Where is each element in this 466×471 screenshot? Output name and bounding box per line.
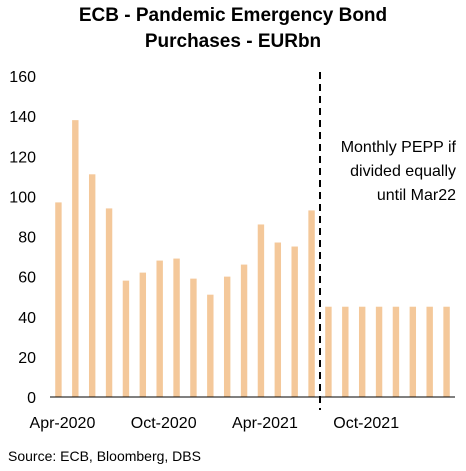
bar-jun-2021 <box>291 246 298 397</box>
bar-oct-2021 <box>358 306 366 397</box>
bar-jun-2020 <box>88 174 96 397</box>
bar-may-2021 <box>274 242 282 397</box>
bar-jan-2021 <box>207 294 214 397</box>
chart-title-line-2: Purchases - EURbn <box>144 31 322 52</box>
bar-dec-2021 <box>392 306 400 397</box>
y-tick-label: 140 <box>9 109 36 126</box>
annotation-line: until Mar22 <box>377 187 456 204</box>
y-tick-label: 20 <box>18 350 36 367</box>
x-tick-label: Apr-2020 <box>30 415 96 432</box>
bar-aug-2020 <box>122 280 130 397</box>
bar-feb-2021 <box>223 276 231 398</box>
chart-title-line-1: ECB - Pandemic Emergency Bond <box>78 5 388 26</box>
bar-apr-2021 <box>257 224 265 397</box>
bar-mar-2022 <box>443 306 450 397</box>
source-note: Source: ECB, Bloomberg, DBS <box>8 448 201 464</box>
bar-feb-2022 <box>426 306 433 397</box>
bar-oct-2020 <box>156 260 163 397</box>
x-tick-label: Oct-2020 <box>131 415 197 432</box>
y-tick-label: 100 <box>9 189 36 206</box>
bar-jul-2021 <box>308 210 315 397</box>
bar-sep-2021 <box>342 306 349 397</box>
annotation-line: divided equally <box>350 163 456 180</box>
bar-jul-2020 <box>105 208 113 397</box>
y-tick-label: 0 <box>27 390 36 407</box>
bar-jan-2022 <box>409 306 417 397</box>
bar-sep-2020 <box>139 272 147 397</box>
y-tick-label: 40 <box>18 310 36 327</box>
y-axis-tick-labels: 0 20 40 60 80 100 120 140 160 <box>9 69 36 407</box>
bar-nov-2021 <box>375 306 383 397</box>
x-tick-label: Oct-2021 <box>333 415 399 432</box>
x-axis-tick-labels: Apr-2020 Oct-2020 Apr-2021 Oct-2021 <box>30 415 400 432</box>
bar-nov-2020 <box>173 258 180 397</box>
bar-mar-2021 <box>240 264 248 397</box>
annotation-line: Monthly PEPP if <box>341 139 457 156</box>
bars-group <box>55 120 450 398</box>
y-tick-label: 80 <box>18 230 36 247</box>
annotation-text: Monthly PEPP if divided equally until Mar2… <box>341 139 457 204</box>
y-tick-label: 160 <box>9 69 36 86</box>
bar-aug-2021 <box>325 306 332 397</box>
bar-may-2020 <box>72 120 79 397</box>
y-tick-label: 60 <box>18 270 36 287</box>
x-tick-label: Apr-2021 <box>232 415 298 432</box>
bar-apr-2020 <box>55 202 62 397</box>
bar-dec-2020 <box>190 278 197 397</box>
y-tick-label: 120 <box>9 149 36 166</box>
